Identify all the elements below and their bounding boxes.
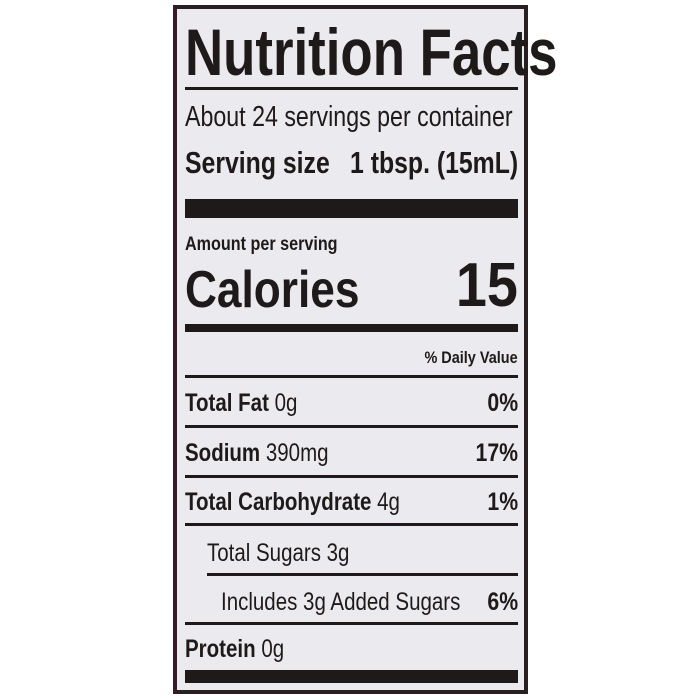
label-title: Nutrition Facts (185, 15, 558, 89)
divider (185, 622, 518, 625)
divider (185, 523, 518, 526)
nutrient-name: Total Fat (185, 389, 269, 417)
divider (185, 475, 518, 478)
nutrient-amount: 390mg (265, 439, 329, 467)
daily-value-header: % Daily Value (424, 348, 518, 367)
nutrient-row-added-sugars: Includes 3g Added Sugars (221, 588, 461, 616)
nutrient-amount: 4g (377, 488, 400, 516)
nutrient-amount: 0g (261, 635, 285, 663)
divider (185, 375, 518, 378)
thick-divider (185, 199, 518, 218)
servings-per-container: About 24 servings per container (185, 101, 513, 133)
nutrient-dv: 6% (487, 588, 518, 616)
divider (207, 573, 518, 576)
amount-per-serving: Amount per serving (185, 234, 338, 255)
calories-label: Calories (185, 261, 360, 319)
nutrition-facts-label: Nutrition Facts About 24 servings per co… (173, 5, 558, 694)
nutrient-name: Total Carbohydrate (185, 488, 372, 516)
nutrient-dv: 17% (475, 439, 518, 467)
nutrient-row-total-carbohydrate: Total Carbohydrate 4g (185, 490, 400, 515)
thick-divider (185, 670, 518, 683)
nutrient-amount: 0g (274, 389, 298, 417)
serving-size-value: 1 tbsp. (15mL) (349, 145, 518, 180)
nutrient-name: Sodium (185, 439, 261, 467)
nutrient-row-protein: Protein 0g (185, 637, 284, 662)
divider (185, 87, 518, 90)
nutrient-row-sodium: Sodium 390mg (185, 441, 329, 466)
nutrient-dv: 1% (487, 488, 518, 516)
nutrient-dv: 0% (487, 389, 518, 417)
nutrient-row-total-fat: Total Fat 0g (185, 391, 297, 416)
divider (185, 425, 518, 428)
serving-size-label: Serving size (185, 145, 330, 180)
nutrient-row-total-sugars: Total Sugars 3g (207, 539, 350, 567)
medium-divider (185, 324, 518, 332)
nutrient-name: Protein (185, 635, 256, 663)
calories-value: 15 (455, 251, 518, 320)
